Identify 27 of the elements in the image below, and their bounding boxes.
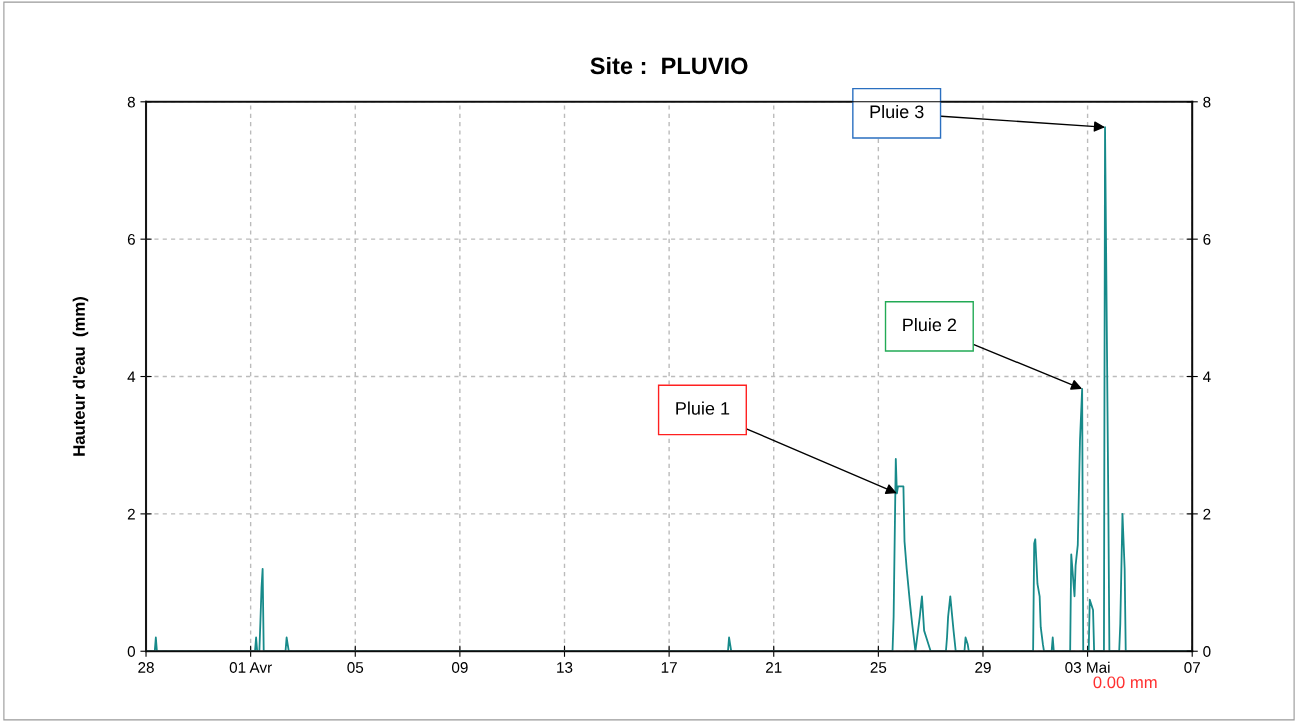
annotation: Pluie 2 bbox=[903, 317, 957, 332]
y-tick-label: 2 bbox=[127, 508, 135, 520]
y-tick-label: 0 bbox=[127, 646, 136, 657]
x-tick-label: 25 bbox=[870, 662, 887, 673]
x-tick-label: 01 Avr bbox=[229, 662, 272, 673]
annotation: Pluie 3 bbox=[870, 104, 924, 119]
x-tick-label: 28 bbox=[138, 662, 154, 673]
y-tick-label: 8 bbox=[127, 96, 135, 108]
chart-title: Site : PLUVIO bbox=[590, 56, 748, 75]
x-tick-label: 07 bbox=[1184, 662, 1200, 673]
y-axis-title: Hauteur d'eau (mm) bbox=[72, 297, 89, 456]
x-tick-label: 21 bbox=[766, 662, 782, 673]
y2-tick-label: 6 bbox=[1203, 234, 1211, 245]
y2-tick-label: 4 bbox=[1202, 371, 1211, 383]
y2-tick-label: 8 bbox=[1203, 96, 1211, 108]
y2-tick-label: 0 bbox=[1203, 646, 1211, 657]
x-tick-label: 17 bbox=[661, 662, 677, 673]
text: 0.00 mm bbox=[1093, 676, 1157, 689]
x-tick-label: 05 bbox=[347, 662, 364, 673]
x-tick-label: 03 Mai bbox=[1065, 661, 1110, 673]
y-tick-label: 4 bbox=[127, 371, 136, 383]
x-tick-label: 13 bbox=[557, 662, 573, 673]
x-tick-label: 29 bbox=[975, 662, 991, 673]
annotation: Pluie 1 bbox=[676, 401, 730, 415]
y2-tick-label: 2 bbox=[1203, 508, 1211, 520]
y-tick-label: 6 bbox=[127, 234, 135, 245]
x-tick-label: 09 bbox=[451, 662, 468, 673]
